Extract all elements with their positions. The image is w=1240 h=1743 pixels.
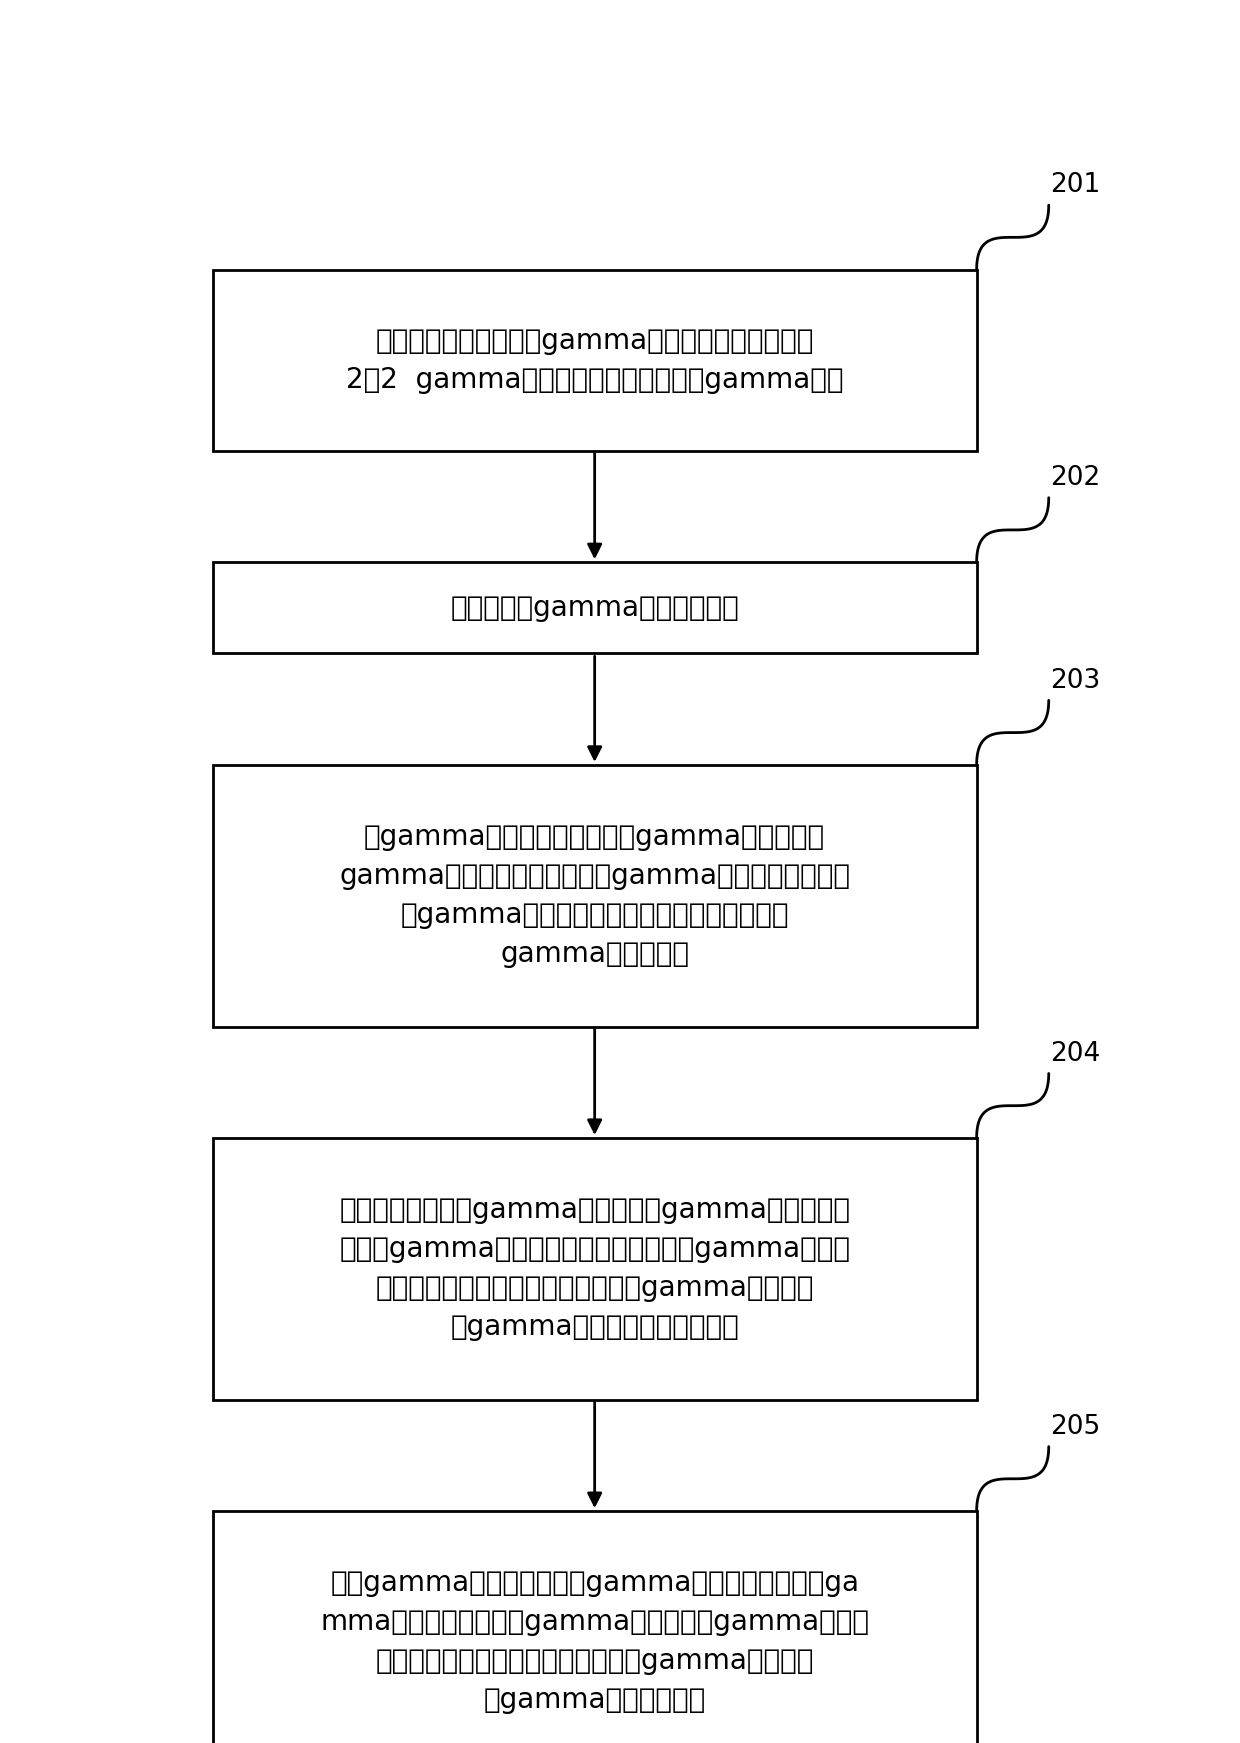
Text: 201: 201 — [1050, 173, 1100, 199]
Text: 205: 205 — [1050, 1414, 1100, 1440]
Text: 人工对基础gamma曲线进行调整: 人工对基础gamma曲线进行调整 — [450, 594, 739, 622]
Bar — [213, 1138, 977, 1400]
Bar — [213, 1511, 977, 1743]
Text: 从gamma集合中选取出与基础gamma曲线对应的
gamma曲线；其中，选取出的gamma曲线与其对应的基
础gamma曲线是根据相同的图像参数且不同的
ga: 从gamma集合中选取出与基础gamma曲线对应的 gamma曲线；其中，选取出… — [340, 823, 851, 967]
Bar — [213, 270, 977, 451]
Text: 203: 203 — [1050, 668, 1100, 694]
Bar — [213, 563, 977, 654]
Text: 针对任一个与基础gamma曲线对应的gamma曲线，根据
生成该gamma曲线使用的图像参数对应的gamma级别与
偏差值序列的对应关系，确定生成该gamma曲: 针对任一个与基础gamma曲线对应的gamma曲线，根据 生成该gamma曲线使… — [340, 1196, 851, 1342]
Text: 204: 204 — [1050, 1041, 1100, 1067]
Bar — [213, 765, 977, 1027]
Text: 202: 202 — [1050, 465, 1100, 492]
Text: 针对gamma曲线集合中基础gamma曲线对应的任一个ga
mma曲线，根据生成该gamma曲线使用的gamma级别对
应的偏差值序列，以及变化后的基础gamm: 针对gamma曲线集合中基础gamma曲线对应的任一个ga mma曲线，根据生成… — [320, 1569, 869, 1715]
Text: 从用于进行图像显示的gamma曲线集合中选取出根据
2．2  gamma级别生成的至少一个基础gamma曲线: 从用于进行图像显示的gamma曲线集合中选取出根据 2．2 gamma级别生成的… — [346, 326, 843, 394]
